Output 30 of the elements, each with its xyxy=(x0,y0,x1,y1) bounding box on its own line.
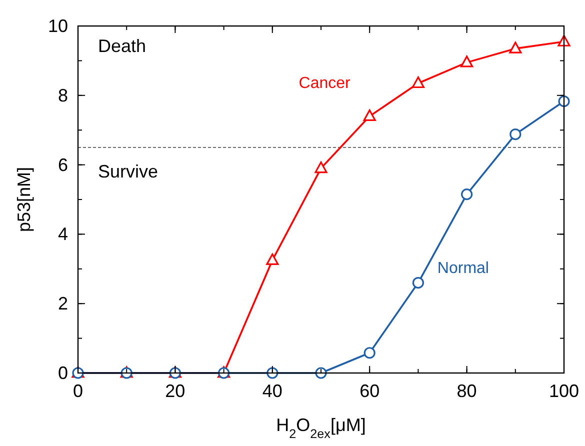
annotation: Death xyxy=(98,36,146,56)
x-tick-label: 40 xyxy=(262,381,282,401)
point xyxy=(364,347,376,359)
y-tick-label: 10 xyxy=(48,16,68,36)
y-tick-label: 6 xyxy=(58,154,68,175)
point xyxy=(266,253,279,266)
series-label: Normal xyxy=(437,260,489,277)
point xyxy=(460,56,474,68)
x-tick-label: 60 xyxy=(360,381,380,401)
point xyxy=(461,188,473,200)
y-tick-label: 8 xyxy=(58,85,68,106)
point xyxy=(510,128,522,140)
point xyxy=(315,367,327,379)
point xyxy=(558,34,570,46)
x-tick-label: 0 xyxy=(72,381,84,401)
x-axis-title: H$_{2}$O$_{2ex}$[μM] xyxy=(276,415,366,441)
y-tick-label: 2 xyxy=(58,294,68,314)
annotation: Survive xyxy=(98,161,158,182)
y-tick-label: 0 xyxy=(58,363,68,383)
x-tick-label: 80 xyxy=(456,381,477,401)
series-label: Cancer xyxy=(298,75,352,92)
x-tick-label: 20 xyxy=(165,381,186,401)
point xyxy=(412,276,424,289)
point xyxy=(412,76,424,88)
point xyxy=(314,161,328,174)
y-tick-label: 4 xyxy=(58,224,68,244)
y-axis-title: p53[nM] xyxy=(14,166,34,232)
x-tick-label: 100 xyxy=(548,381,580,401)
point xyxy=(363,109,376,122)
point xyxy=(509,42,522,54)
